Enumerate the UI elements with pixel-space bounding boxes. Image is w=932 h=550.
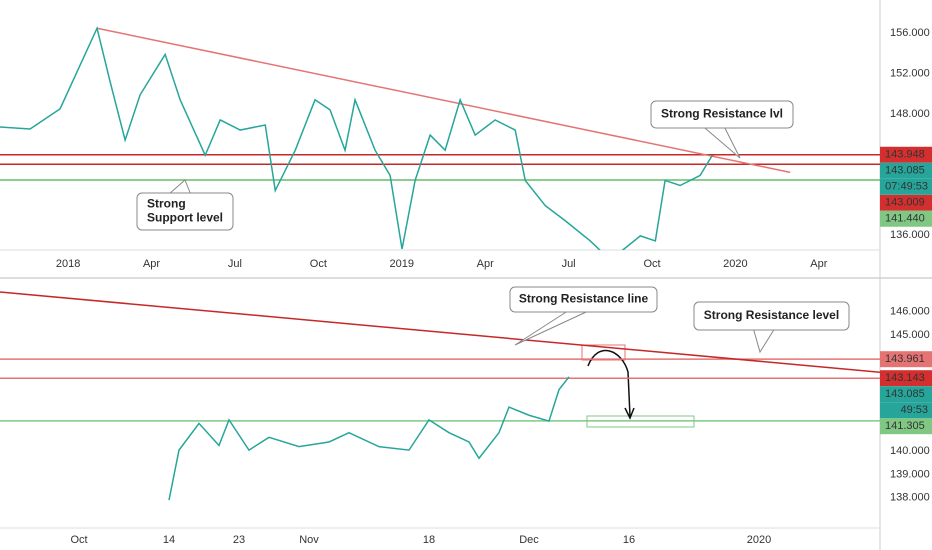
x-tick-label: 2020 [747, 534, 771, 546]
price-tag [880, 418, 932, 435]
y-tick-label: 152.000 [890, 67, 930, 79]
x-tick-label: 23 [233, 534, 245, 546]
countdown-tag [880, 402, 932, 419]
x-tick-label: Jul [562, 258, 576, 270]
countdown-tag [880, 178, 932, 195]
x-tick-label: Dec [519, 534, 539, 546]
x-tick-label: 14 [163, 534, 175, 546]
x-tick-label: Apr [143, 258, 160, 270]
price-tag-label: 143.948 [885, 149, 925, 161]
callout-box [509, 286, 658, 313]
price-tag [880, 194, 932, 211]
callout-text: Strong Resistance line [519, 292, 649, 306]
price-tag-label: 143.143 [885, 372, 925, 384]
price-line [0, 25, 713, 250]
price-tag-label: 143.009 [885, 197, 925, 209]
x-tick-label: 16 [623, 534, 635, 546]
y-tick-label: 140.000 [890, 445, 930, 457]
price-tag-label: 143.085 [885, 165, 925, 177]
x-tick-label: Oct [70, 534, 87, 546]
x-tick-label: Oct [643, 258, 660, 270]
price-tag-label: 143.961 [885, 353, 925, 365]
x-tick-label: 2019 [390, 258, 414, 270]
price-tag-label: 141.305 [885, 420, 925, 432]
price-tag [880, 210, 932, 227]
trend-line [0, 291, 880, 373]
price-tag [880, 370, 932, 387]
countdown: 07:49:53 [885, 181, 928, 193]
countdown: 49:53 [900, 404, 928, 416]
price-tag [880, 351, 932, 368]
x-tick-label: 18 [423, 534, 435, 546]
callout-pointer [753, 329, 775, 354]
x-tick-label: Apr [477, 258, 494, 270]
x-tick-label: Jul [228, 258, 242, 270]
callout-box [693, 301, 850, 331]
x-tick-label: Oct [310, 258, 327, 270]
y-tick-label: 156.000 [890, 27, 930, 39]
y-tick-label: 139.000 [890, 468, 930, 480]
y-tick-label: 136.000 [890, 229, 930, 241]
trend-line [96, 27, 791, 174]
x-tick-label: Apr [810, 258, 827, 270]
callout-text: Support level [147, 211, 223, 225]
callout-box [136, 192, 234, 231]
target-box [581, 344, 626, 361]
callout-pointer [169, 179, 191, 194]
price-tag [880, 386, 932, 403]
y-tick-label: 148.000 [890, 108, 930, 120]
x-tick-label: 2020 [723, 258, 747, 270]
price-tag-label: 143.085 [885, 388, 925, 400]
y-tick-label: 146.000 [890, 306, 930, 318]
callout-text: Strong Resistance level [704, 308, 839, 322]
callout-pointer [514, 311, 587, 346]
price-tag [880, 162, 932, 179]
y-tick-label: 138.000 [890, 492, 930, 504]
price-tag-label: 141.440 [885, 213, 925, 225]
y-tick-label: 145.000 [890, 329, 930, 341]
x-tick-label: 2018 [56, 258, 80, 270]
arrow-head [624, 407, 635, 420]
callout-text: Strong Resistance lvl [661, 107, 783, 121]
price-line [168, 376, 570, 501]
price-tag [880, 146, 932, 163]
callout-pointer [704, 127, 741, 159]
callout-box [650, 100, 794, 129]
callout-text: Strong [147, 197, 186, 211]
x-tick-label: Nov [299, 534, 319, 546]
